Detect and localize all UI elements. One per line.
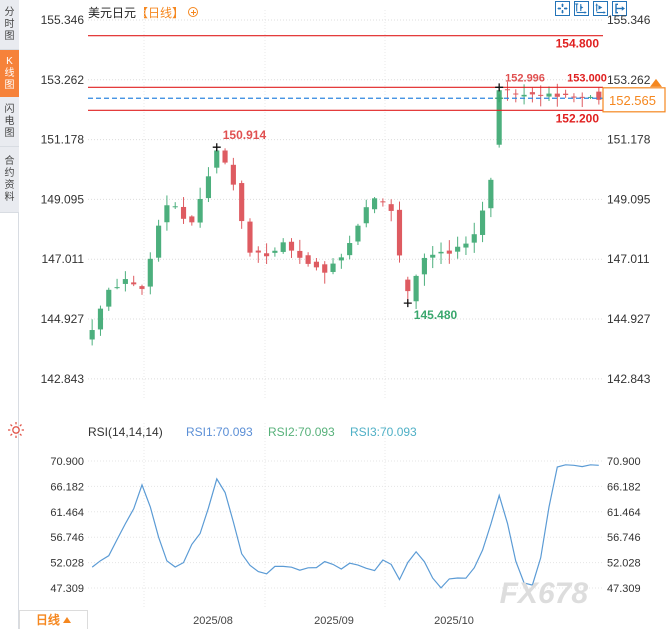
svg-text:155.346: 155.346: [607, 13, 651, 27]
svg-text:66.182: 66.182: [50, 481, 84, 493]
svg-text:2025/09: 2025/09: [314, 615, 354, 627]
svg-text:61.464: 61.464: [50, 507, 84, 519]
svg-text:61.464: 61.464: [607, 507, 641, 519]
svg-text:153.262: 153.262: [41, 73, 85, 87]
svg-text:154.800: 154.800: [556, 37, 600, 51]
svg-text:150.914: 150.914: [223, 128, 267, 142]
svg-text:144.927: 144.927: [41, 312, 85, 326]
svg-text:52.028: 52.028: [607, 558, 641, 570]
svg-text:147.011: 147.011: [607, 252, 650, 266]
svg-text:147.011: 147.011: [42, 252, 85, 266]
svg-text:152.565: 152.565: [609, 93, 656, 108]
svg-text:142.843: 142.843: [607, 372, 651, 386]
svg-text:151.178: 151.178: [607, 133, 651, 147]
svg-text:152.996: 152.996: [505, 72, 545, 84]
svg-text:56.746: 56.746: [50, 532, 84, 544]
svg-text:144.927: 144.927: [607, 312, 651, 326]
svg-text:RSI(14,14,14): RSI(14,14,14): [88, 425, 163, 439]
svg-text:47.309: 47.309: [607, 583, 641, 595]
svg-text:142.843: 142.843: [41, 372, 85, 386]
svg-text:2025/10: 2025/10: [434, 615, 474, 627]
svg-text:RSI3:70.093: RSI3:70.093: [350, 425, 417, 439]
svg-text:66.182: 66.182: [607, 481, 641, 493]
svg-text:152.200: 152.200: [556, 111, 600, 125]
svg-text:151.178: 151.178: [41, 133, 85, 147]
svg-text:47.309: 47.309: [50, 583, 84, 595]
svg-text:2025/08: 2025/08: [193, 615, 233, 627]
svg-text:145.480: 145.480: [414, 308, 458, 322]
svg-text:155.346: 155.346: [41, 13, 85, 27]
svg-text:70.900: 70.900: [50, 456, 84, 468]
svg-text:153.262: 153.262: [607, 73, 651, 87]
svg-text:RSI1:70.093: RSI1:70.093: [186, 425, 253, 439]
svg-text:FX678: FX678: [500, 577, 589, 610]
svg-text:149.095: 149.095: [41, 192, 85, 206]
svg-text:56.746: 56.746: [607, 532, 641, 544]
svg-text:52.028: 52.028: [50, 558, 84, 570]
svg-text:RSI2:70.093: RSI2:70.093: [268, 425, 335, 439]
svg-text:153.000: 153.000: [567, 72, 607, 84]
svg-text:70.900: 70.900: [607, 456, 641, 468]
svg-text:149.095: 149.095: [607, 192, 651, 206]
